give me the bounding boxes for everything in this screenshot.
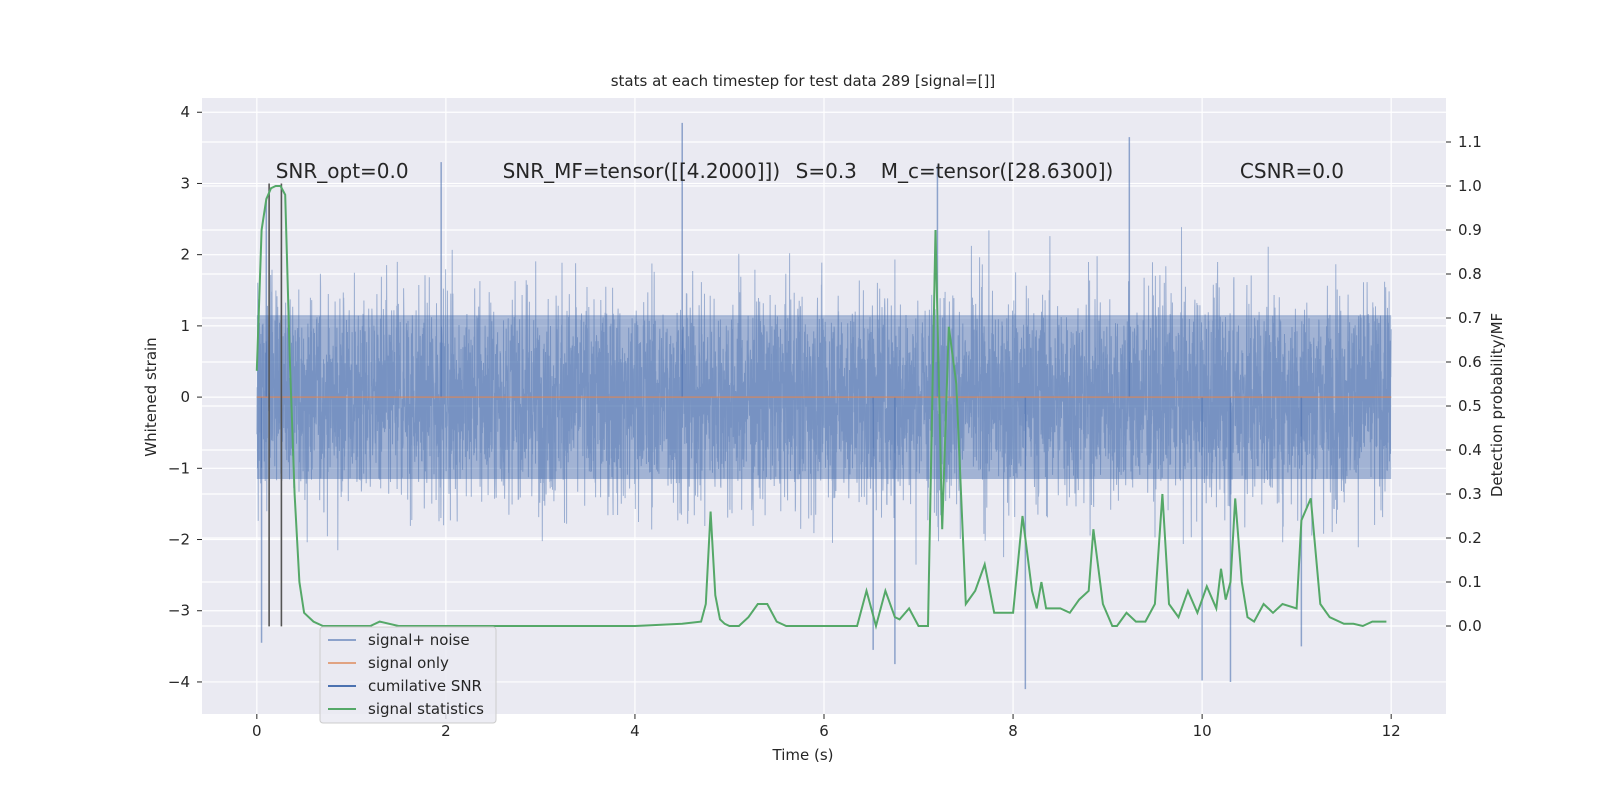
y2-tick-label: 0.6 xyxy=(1458,353,1482,371)
annotation: M_c=tensor([28.6300]) xyxy=(881,159,1114,183)
annotation: CSNR=0.0 xyxy=(1240,159,1344,183)
y-tick-label: 4 xyxy=(180,103,190,121)
x-tick-label: 12 xyxy=(1382,722,1401,740)
y2-axis-label: Detection probability/MF xyxy=(1488,313,1506,497)
y-tick-label: −1 xyxy=(168,459,190,477)
y2-tick-label: 0.2 xyxy=(1458,529,1482,547)
x-tick-label: 8 xyxy=(1008,722,1018,740)
y2-tick-label: 0.8 xyxy=(1458,265,1482,283)
y2-tick-label: 1.0 xyxy=(1458,177,1482,195)
y-tick-label: 3 xyxy=(180,174,190,192)
legend-label: signal only xyxy=(368,654,449,672)
y-tick-label: 2 xyxy=(180,246,190,264)
x-tick-label: 0 xyxy=(252,722,262,740)
y2-tick-label: 0.4 xyxy=(1458,441,1482,459)
annotation: SNR_MF=tensor([[4.2000]]) xyxy=(503,159,781,183)
series-signal-statistics xyxy=(255,185,1387,630)
x-tick-label: 4 xyxy=(630,722,640,740)
legend-label: cumilative SNR xyxy=(368,677,482,695)
x-tick-label: 2 xyxy=(441,722,451,740)
chart-title: stats at each timestep for test data 289… xyxy=(611,72,996,90)
y2-tick-label: 0.9 xyxy=(1458,221,1482,239)
y2-tick-label: 0.3 xyxy=(1458,485,1482,503)
y-tick-label: 0 xyxy=(180,388,190,406)
x-axis-label: Time (s) xyxy=(772,746,834,764)
legend-box xyxy=(319,626,497,724)
annotation: SNR_opt=0.0 xyxy=(276,159,409,183)
x-tick-label: 10 xyxy=(1193,722,1212,740)
y2-tick-label: 1.1 xyxy=(1458,133,1482,151)
y-tick-label: −2 xyxy=(168,531,190,549)
legend-label: signal+ noise xyxy=(368,631,470,649)
y-tick-label: 1 xyxy=(180,317,190,335)
y2-tick-label: 0.1 xyxy=(1458,573,1482,591)
y2-tick-label: 0.0 xyxy=(1458,617,1482,635)
y2-tick-label: 0.7 xyxy=(1458,309,1482,327)
legend: signal+ noise signal only cumilative SNR si… xyxy=(319,626,497,724)
legend-label: signal statistics xyxy=(368,700,484,718)
annotation: S=0.3 xyxy=(796,159,857,183)
series-signal-noise xyxy=(256,227,1392,565)
y-tick-label: −4 xyxy=(168,673,190,691)
y2-tick-label: 0.5 xyxy=(1458,397,1482,415)
y-axis-label: Whitened strain xyxy=(142,337,160,456)
y-tick-label: −3 xyxy=(168,602,190,620)
x-tick-label: 6 xyxy=(819,722,829,740)
plot-area: SNR_opt=0.0 SNR_MF=tensor([[4.2000]]) S=0.… xyxy=(168,98,1482,740)
